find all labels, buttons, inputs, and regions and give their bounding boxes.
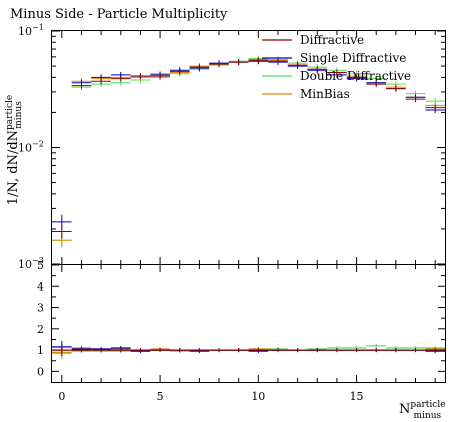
chart-title: Minus Side - Particle Multiplicity bbox=[10, 7, 228, 22]
main-axis-ticks: 10−110−210−3 bbox=[18, 23, 445, 271]
main-data-marks bbox=[52, 55, 445, 248]
y-tick-label-base: 10 bbox=[18, 25, 32, 38]
legend: Diffractive Single Diffractive Double Diff… bbox=[262, 33, 411, 101]
x-tick-label: 15 bbox=[350, 390, 364, 403]
ratio-tick-label: 5 bbox=[37, 259, 44, 272]
ratio-tick-label: 4 bbox=[37, 280, 44, 293]
y-tick-label-exponent: −1 bbox=[32, 23, 44, 32]
y-tick-label-exponent: −2 bbox=[32, 140, 44, 149]
y-tick-label: 10−3 bbox=[18, 256, 44, 271]
ratio-plot-frame bbox=[51, 264, 446, 383]
x-tick-label: 0 bbox=[58, 390, 65, 403]
y-tick-label: 10−2 bbox=[18, 140, 44, 155]
ratio-tick-label: 1 bbox=[37, 344, 44, 357]
ratio-panel: 0 1 2 3 4 5 bbox=[37, 259, 446, 383]
legend-label: Single Diffractive bbox=[300, 51, 406, 65]
ratio-tick-label: 2 bbox=[37, 323, 44, 336]
main-plot-frame bbox=[51, 30, 446, 265]
ratio-tick-label: 3 bbox=[37, 302, 44, 315]
ratio-axis-ticks: 0 1 2 3 4 5 bbox=[37, 259, 445, 382]
legend-label: MinBias bbox=[300, 87, 350, 101]
y-axis-label: 1/N, dN/dNparticleminus bbox=[5, 95, 24, 205]
ratio-tick-label: 0 bbox=[37, 365, 44, 378]
y-tick-label-base: 10 bbox=[18, 142, 32, 155]
x-tick-label: 10 bbox=[251, 390, 265, 403]
y-tick-label: 10−1 bbox=[18, 23, 44, 38]
legend-label: Double Diffractive bbox=[300, 69, 411, 83]
x-axis-label: Nparticle minus bbox=[399, 400, 446, 421]
x-tick-labels: 0 5 10 15 bbox=[58, 390, 363, 403]
y-tick-label-exponent: −3 bbox=[32, 256, 44, 265]
x-tick-label: 5 bbox=[157, 390, 164, 403]
legend-label: Diffractive bbox=[300, 33, 364, 47]
y-tick-label-base: 10 bbox=[18, 258, 32, 271]
ratio-data-marks bbox=[52, 340, 445, 360]
